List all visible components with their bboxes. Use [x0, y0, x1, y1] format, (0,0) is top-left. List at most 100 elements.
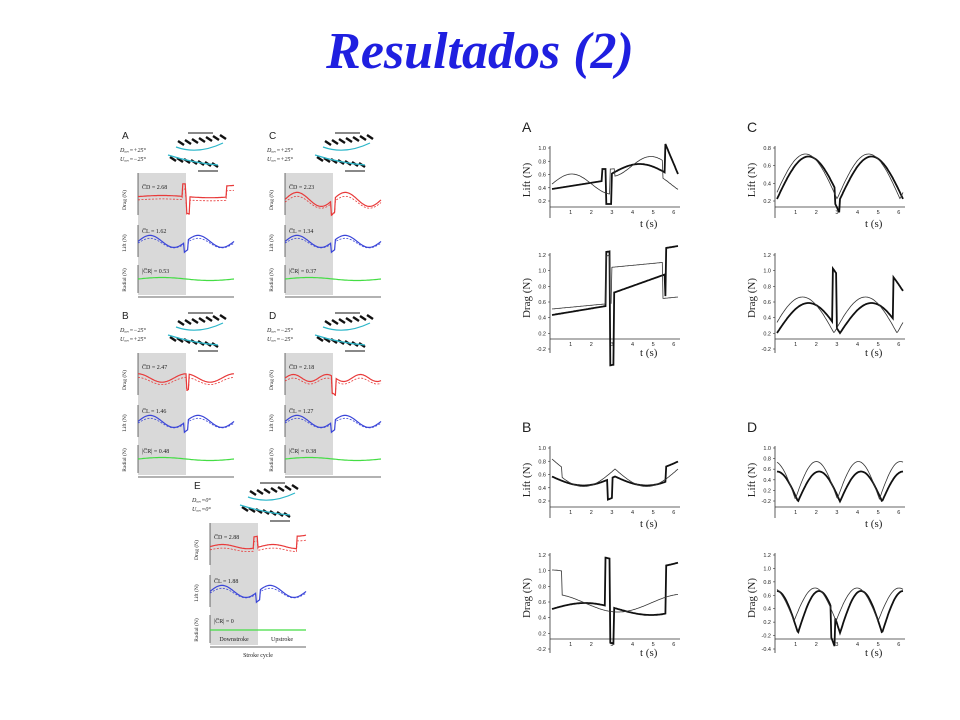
drag-tick-label: 1.2 [538, 553, 546, 559]
lift-axis-label: Lift (N) [521, 462, 533, 497]
wing-stroke-mark [191, 318, 199, 324]
lift-x-tick-label: 3 [610, 210, 613, 216]
upstroke-label: Upstroke [271, 637, 293, 643]
drag-tick-label: 1.0 [763, 269, 771, 275]
radial-curve [137, 456, 235, 462]
lift-tick-label: 0.2 [538, 199, 546, 205]
lift-coefficient-label: C̅L = 1.88 [214, 578, 238, 585]
drag-x-tick-label: 2 [815, 642, 818, 648]
wing-stroke-mark [323, 337, 331, 343]
drag-curve-solid [284, 373, 382, 396]
drag-curve-solid [209, 534, 307, 550]
lift-x-tick-label: 3 [610, 510, 613, 516]
drag-x-tick-label: 2 [590, 642, 593, 648]
lift-x-tick-label: 3 [835, 510, 838, 516]
wing-path-upstroke [239, 504, 291, 516]
lift-x-tick-label: 1 [569, 210, 572, 216]
lift-tick-label: 0.4 [538, 486, 546, 492]
lift-axis-label: Lift (N) [521, 162, 533, 197]
drag-tick-label: 0.2 [538, 631, 546, 637]
downstroke-deviation-label: Dₐₑᵥ=0° [191, 497, 211, 504]
lift-curve-thick [776, 470, 904, 504]
drag-curve-thick [776, 265, 904, 335]
drag-x-tick-label: 3 [835, 642, 838, 648]
drag-tick-label: 0.8 [538, 584, 546, 590]
wing-stroke-mark [338, 318, 346, 324]
lift-curve-solid [284, 414, 382, 434]
slide-title: Resultados (2) [326, 23, 634, 80]
wing-stroke-mark [256, 489, 264, 495]
lift-tick-label: 0.4 [763, 478, 771, 484]
drag-tick-label: 1.2 [538, 253, 546, 259]
radial-curve [137, 276, 235, 282]
wing-stroke-mark [366, 134, 374, 140]
lift-curve-thick [551, 143, 679, 205]
left-panel-letter: C [269, 131, 276, 142]
lift-x-tick-label: 6 [672, 210, 675, 216]
lift-curve-thick [551, 460, 679, 501]
drag-tick-label: 1.0 [538, 269, 546, 275]
wing-stroke-mark [191, 138, 199, 144]
drag-x-tick-label: 3 [610, 342, 613, 348]
lift-x-tick-label: 6 [672, 510, 675, 516]
wing-stroke-mark [359, 315, 367, 321]
drag-x-tick-label: 6 [897, 342, 900, 348]
wing-stroke-mark [331, 319, 339, 325]
lift-x-tick-label: 4 [631, 510, 634, 516]
wing-stroke-mark [338, 138, 346, 144]
left-panel-e: E Dₐₑᵥ=0° Uₐₑᵥ=0° Drag (N) Lift (N) Radial (N… [191, 481, 307, 659]
lift-tick-label: 0.8 [763, 457, 771, 463]
radial-axis-label: Radial (N) [268, 268, 275, 292]
wing-path-upstroke [167, 154, 219, 166]
wing-stroke-mark [198, 137, 206, 143]
wing-stroke-mark [219, 134, 227, 140]
wing-stroke-mark [248, 507, 256, 513]
lift-x-tick-label: 2 [815, 510, 818, 516]
right-panel-d: D -0.2 0.2 0.4 0.6 0.8 1.0 1 2 3 4 5 6 Lift (N) t (s) -… [746, 419, 905, 659]
lift-x-tick-label: 1 [794, 210, 797, 216]
lift-coefficient-label: C̅L = 1.46 [142, 408, 166, 415]
drag-curve-thin [776, 296, 904, 333]
drag-curve-thick [551, 245, 679, 367]
drag-axis-label: Drag (N) [193, 540, 200, 560]
drag-curve-thin [776, 587, 904, 622]
drag-tick-label: 0.4 [538, 316, 546, 322]
lift-tick-label: 0.6 [763, 164, 771, 170]
upstroke-deviation-label: Uₐₑᵥ=+25° [120, 336, 146, 343]
drag-time-label: t (s) [865, 647, 883, 659]
drag-axis-label: Drag (N) [268, 190, 275, 210]
drag-curve-dashed [137, 188, 235, 215]
lift-curve-thick [776, 155, 904, 213]
left-panel-letter: A [122, 131, 129, 142]
drag-x-tick-label: 4 [631, 342, 634, 348]
left-panel-a: A Dₐₑᵥ=+25° Uₐₑᵥ=−25° Drag (N) Lift (N) Radia… [119, 131, 235, 298]
wing-stroke-mark [241, 506, 249, 512]
right-panel-letter: D [747, 419, 757, 435]
wing-stroke-mark [345, 137, 353, 143]
wing-stroke-mark [291, 484, 299, 490]
drag-axis-label: Drag (N) [746, 578, 758, 618]
radial-curve [284, 456, 382, 462]
lift-x-tick-label: 6 [897, 510, 900, 516]
lift-time-label: t (s) [640, 518, 658, 530]
lift-x-tick-label: 6 [897, 210, 900, 216]
drag-tick-label: 1.2 [763, 553, 771, 559]
wing-stroke-mark [219, 314, 227, 320]
drag-tick-label: 0.2 [763, 620, 771, 626]
drag-tick-label: 0.4 [763, 316, 771, 322]
lift-tick-label: 0.6 [538, 473, 546, 479]
lift-tick-label: 0.2 [538, 499, 546, 505]
right-panel-letter: C [747, 119, 757, 135]
wing-stroke-mark [323, 157, 331, 163]
drag-tick-label: 0.2 [763, 331, 771, 337]
wing-stroke-mark [324, 140, 332, 146]
lift-tick-label: 1.0 [538, 146, 546, 152]
downstroke-deviation-label: Dₐₑᵥ=+25° [266, 147, 293, 154]
drag-tick-label: 0.8 [763, 580, 771, 586]
drag-x-tick-label: 1 [569, 342, 572, 348]
left-panel-b: B Dₐₑᵥ=−25° Uₐₑᵥ=+25° Drag (N) Lift (N) Radia… [119, 311, 235, 478]
drag-curve-thin [551, 255, 679, 310]
drag-curve-thick [776, 590, 904, 647]
right-panel-a: A 0.2 0.4 0.6 0.8 1.0 1 2 3 4 5 6 Lift (N) t (s) -0.2 0… [521, 119, 680, 367]
drag-tick-label: 0.6 [538, 600, 546, 606]
